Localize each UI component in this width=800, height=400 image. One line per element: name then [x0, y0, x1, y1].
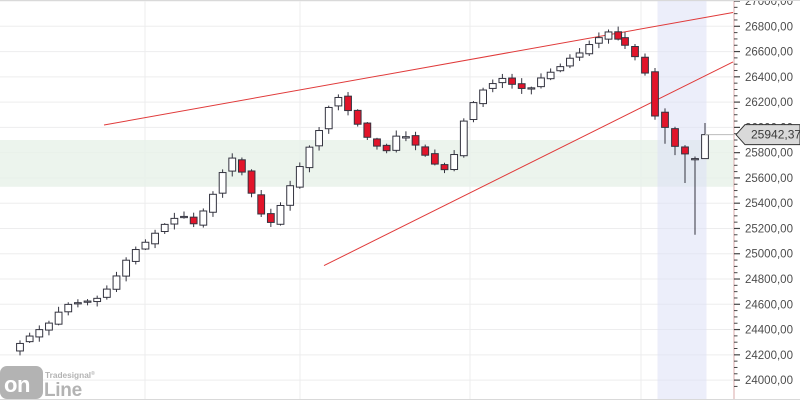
svg-text:Line: Line — [44, 380, 82, 400]
svg-text:25942,37: 25942,37 — [751, 128, 800, 142]
svg-text:24800,00: 24800,00 — [745, 274, 793, 286]
svg-text:27000,00: 27000,00 — [745, 0, 793, 8]
svg-text:on: on — [4, 372, 30, 397]
svg-text:26800,00: 26800,00 — [745, 21, 793, 33]
svg-text:24200,00: 24200,00 — [745, 350, 793, 362]
svg-text:25000,00: 25000,00 — [745, 249, 793, 261]
svg-text:26400,00: 26400,00 — [745, 72, 793, 84]
svg-text:24600,00: 24600,00 — [745, 299, 793, 311]
svg-text:25400,00: 25400,00 — [745, 198, 793, 210]
svg-text:Tradesignal®: Tradesignal® — [45, 370, 95, 380]
svg-text:25200,00: 25200,00 — [745, 223, 793, 235]
svg-text:24000,00: 24000,00 — [745, 375, 793, 387]
svg-text:26600,00: 26600,00 — [745, 47, 793, 59]
svg-text:25600,00: 25600,00 — [745, 173, 793, 185]
svg-text:24400,00: 24400,00 — [745, 325, 793, 337]
svg-text:26200,00: 26200,00 — [745, 97, 793, 109]
svg-text:25800,00: 25800,00 — [745, 148, 793, 160]
